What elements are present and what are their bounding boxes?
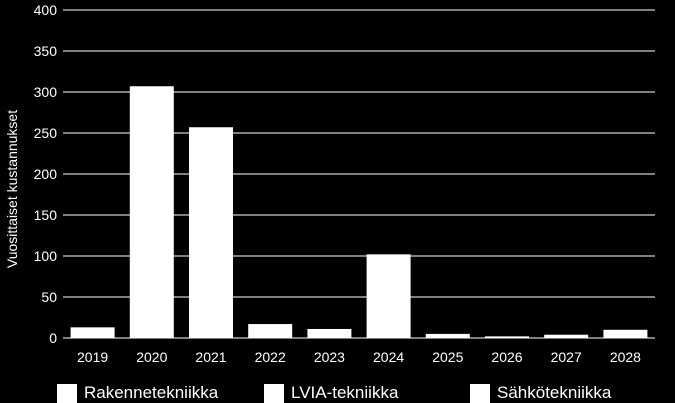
legend: Rakennetekniikka LVIA-tekniikka Sähkötekni… (57, 383, 612, 403)
legend-label: LVIA-tekniikka (291, 383, 399, 402)
y-tick-label: 0 (49, 330, 57, 346)
x-tick-label: 2020 (136, 349, 167, 365)
bar-2023 (307, 328, 352, 338)
x-tick-label: 2021 (195, 349, 226, 365)
x-tick-label: 2027 (551, 349, 582, 365)
x-tick-label: 2028 (610, 349, 641, 365)
bar-2021 (189, 127, 233, 338)
y-tick-labels: 0 50 100 150 200 250 300 350 400 (34, 2, 58, 346)
bar-2020 (129, 86, 174, 338)
y-tick-label: 50 (41, 289, 57, 305)
bar-2027 (544, 334, 589, 338)
x-tick-label: 2022 (255, 349, 286, 365)
legend-swatch (57, 384, 77, 403)
y-tick-label: 200 (34, 166, 58, 182)
bar-2024 (366, 254, 411, 338)
y-axis-title: Vuosittaiset kustannukset (4, 110, 20, 268)
y-tick-label: 350 (34, 43, 58, 59)
legend-label: Rakennetekniikka (84, 383, 219, 402)
legend-swatch (470, 384, 490, 403)
bar-2026 (485, 336, 529, 338)
x-tick-label: 2026 (491, 349, 522, 365)
bar-2019 (70, 327, 115, 338)
x-tick-label: 2023 (314, 349, 345, 365)
y-tick-label: 300 (34, 84, 58, 100)
bar-2022 (248, 324, 293, 338)
x-tick-labels: 2019 2020 2021 2022 2023 2024 2025 2026 2027 2028 (77, 349, 641, 365)
legend-swatch (264, 384, 284, 403)
x-tick-label: 2025 (432, 349, 463, 365)
y-tick-label: 150 (34, 207, 58, 223)
x-tick-label: 2019 (77, 349, 108, 365)
y-tick-label: 400 (34, 2, 58, 18)
legend-label: Sähkötekniikka (497, 383, 612, 402)
bars (70, 86, 648, 338)
x-tick-label: 2024 (373, 349, 404, 365)
y-tick-label: 100 (34, 248, 58, 264)
bar-2025 (425, 333, 470, 338)
bar-2028 (603, 329, 648, 338)
y-tick-label: 250 (34, 125, 58, 141)
